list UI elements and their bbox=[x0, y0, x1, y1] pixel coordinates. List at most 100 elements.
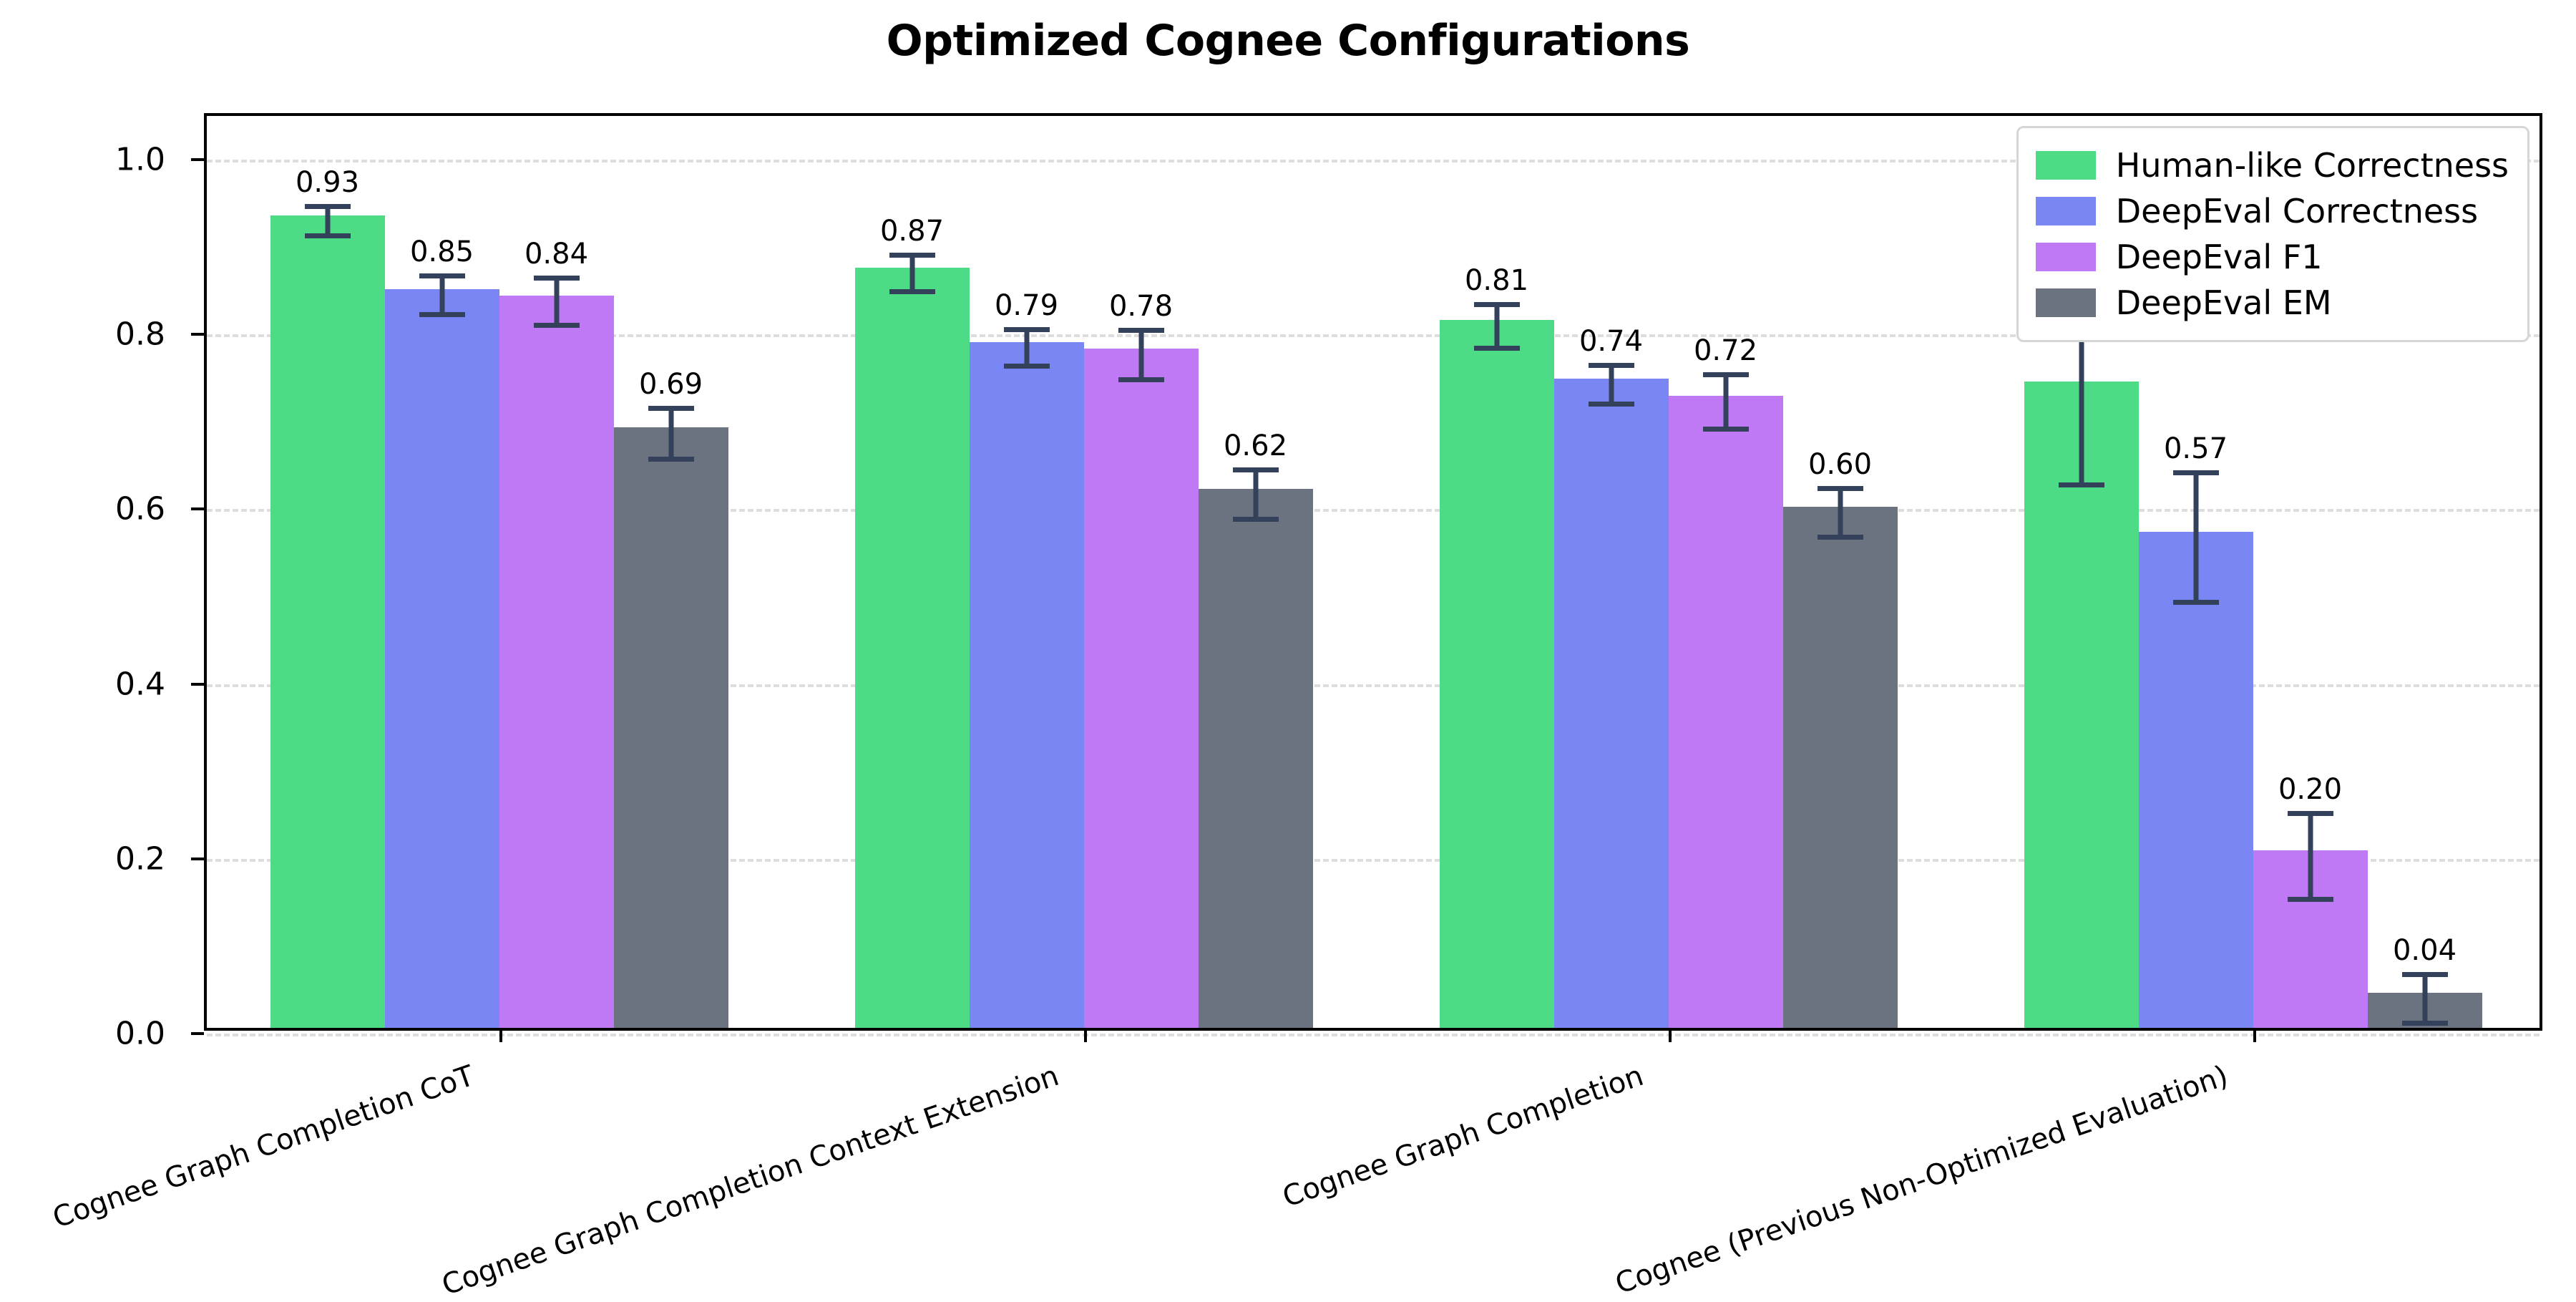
legend-item-label: DeepEval EM bbox=[2115, 283, 2332, 322]
bar[interactable] bbox=[854, 267, 970, 1028]
y-tick-label: 0.4 bbox=[115, 666, 165, 703]
x-tick-label: Cognee Graph Completion Context Extensio… bbox=[437, 1059, 1063, 1302]
error-bar-cap bbox=[648, 456, 694, 462]
y-tick-label: 0.2 bbox=[115, 840, 165, 878]
error-bar-cap bbox=[419, 273, 465, 279]
y-tick-mark bbox=[191, 857, 204, 860]
error-bar-cap bbox=[889, 289, 935, 295]
x-tick-label: Cognee Graph Completion bbox=[1278, 1059, 1648, 1214]
error-bar bbox=[2079, 288, 2084, 485]
bar-value-label: 0.85 bbox=[409, 235, 474, 269]
y-tick-mark bbox=[191, 682, 204, 686]
error-bar bbox=[325, 205, 330, 236]
bar[interactable] bbox=[384, 289, 499, 1028]
legend-item[interactable]: Human-like Correctness bbox=[2035, 142, 2509, 188]
bar[interactable] bbox=[613, 427, 728, 1028]
y-tick-mark bbox=[191, 1032, 204, 1035]
bar[interactable] bbox=[1668, 396, 1783, 1028]
error-bar-cap bbox=[2401, 1021, 2448, 1026]
legend-color-swatch bbox=[2035, 151, 2096, 180]
error-bar bbox=[909, 255, 914, 292]
gridline bbox=[207, 1034, 2540, 1036]
error-bar-cap bbox=[2401, 971, 2448, 977]
legend-item-label: DeepEval Correctness bbox=[2115, 192, 2479, 230]
bar[interactable] bbox=[2024, 381, 2139, 1028]
bar[interactable] bbox=[270, 215, 385, 1028]
bar[interactable] bbox=[1083, 349, 1199, 1028]
error-bar-cap bbox=[1003, 364, 1050, 369]
error-bar-cap bbox=[1003, 326, 1050, 332]
legend-color-swatch bbox=[2035, 288, 2096, 317]
bar-value-label: 0.87 bbox=[879, 215, 945, 248]
x-tick-label: Cognee Graph Completion CoT bbox=[49, 1059, 479, 1235]
plot-area: 0.0 0.2 0.4 0.6 0.8 1.0 0.93 0.85 0.84 0.69 0.87 0… bbox=[115, 113, 2542, 1052]
bar-value-label: 0.72 bbox=[1693, 334, 1758, 368]
error-bar bbox=[1723, 374, 1728, 429]
error-bar bbox=[1609, 364, 1614, 404]
error-bar-cap bbox=[889, 253, 935, 258]
x-tick-mark bbox=[499, 1029, 502, 1042]
error-bar bbox=[2422, 973, 2427, 1024]
x-tick-label: Cognee (Previous Non-Optimized Evaluatio… bbox=[1611, 1059, 2233, 1301]
legend[interactable]: Human-like Correctness DeepEval Correctne… bbox=[2016, 126, 2529, 342]
legend-item-label: DeepEval F1 bbox=[2115, 238, 2323, 276]
legend-item[interactable]: DeepEval F1 bbox=[2035, 234, 2509, 280]
error-bar bbox=[1838, 488, 1843, 538]
gridline bbox=[207, 509, 2540, 512]
x-tick-mark bbox=[2253, 1029, 2256, 1042]
bar-value-label: 0.60 bbox=[1807, 448, 1873, 482]
y-tick-mark bbox=[191, 158, 204, 162]
error-bar-cap bbox=[304, 203, 351, 209]
bar-value-label: 0.93 bbox=[295, 165, 360, 199]
y-tick-label: 0.0 bbox=[115, 1015, 165, 1052]
gridline bbox=[207, 334, 2540, 338]
y-tick-label: 0.6 bbox=[115, 490, 165, 528]
bar[interactable] bbox=[969, 341, 1084, 1028]
error-bar bbox=[668, 407, 673, 459]
bar-value-label: 0.20 bbox=[2278, 773, 2343, 807]
y-tick-label: 1.0 bbox=[115, 141, 165, 178]
error-bar bbox=[1024, 329, 1029, 366]
error-bar-cap bbox=[2058, 482, 2104, 488]
legend-item-label: Human-like Correctness bbox=[2115, 146, 2509, 185]
bar[interactable] bbox=[1198, 488, 1313, 1028]
error-bar-cap bbox=[1817, 535, 1863, 540]
bar[interactable] bbox=[499, 295, 614, 1028]
legend-color-swatch bbox=[2035, 197, 2096, 225]
error-bar-cap bbox=[1232, 467, 1279, 473]
bar-value-label: 0.62 bbox=[1223, 429, 1288, 463]
error-bar-cap bbox=[1702, 427, 1749, 432]
error-bar-cap bbox=[2287, 896, 2333, 902]
legend-color-swatch bbox=[2035, 243, 2096, 271]
error-bar-cap bbox=[1473, 301, 1520, 307]
error-bar-cap bbox=[1817, 486, 1863, 492]
legend-item[interactable]: DeepEval Correctness bbox=[2035, 188, 2509, 234]
error-bar bbox=[554, 277, 559, 325]
gridline bbox=[207, 160, 2540, 163]
bar[interactable] bbox=[1439, 320, 1554, 1028]
error-bar-cap bbox=[1118, 376, 1164, 382]
bar-value-label: 0.74 bbox=[1579, 324, 1644, 358]
y-tick-mark bbox=[191, 333, 204, 336]
x-tick-mark bbox=[1668, 1029, 1672, 1042]
error-bar-cap bbox=[419, 312, 465, 318]
error-bar bbox=[1138, 330, 1143, 379]
error-bar-cap bbox=[2287, 811, 2333, 817]
chart-title: Optimized Cognee Configurations bbox=[886, 16, 1690, 66]
error-bar-cap bbox=[1702, 372, 1749, 378]
legend-item[interactable]: DeepEval EM bbox=[2035, 280, 2509, 326]
error-bar-cap bbox=[1473, 345, 1520, 351]
bar[interactable] bbox=[1782, 507, 1898, 1028]
bar-value-label: 0.84 bbox=[524, 237, 589, 271]
bar-value-label: 0.04 bbox=[2392, 933, 2457, 967]
error-bar-cap bbox=[304, 233, 351, 239]
error-bar bbox=[2308, 813, 2313, 899]
error-bar-cap bbox=[1118, 328, 1164, 334]
error-bar-cap bbox=[2172, 599, 2219, 605]
bar[interactable] bbox=[2138, 531, 2253, 1028]
bar[interactable] bbox=[1553, 378, 1669, 1028]
error-bar-cap bbox=[1588, 401, 1634, 407]
error-bar-cap bbox=[1232, 516, 1279, 522]
bar-value-label: 0.81 bbox=[1464, 263, 1529, 297]
